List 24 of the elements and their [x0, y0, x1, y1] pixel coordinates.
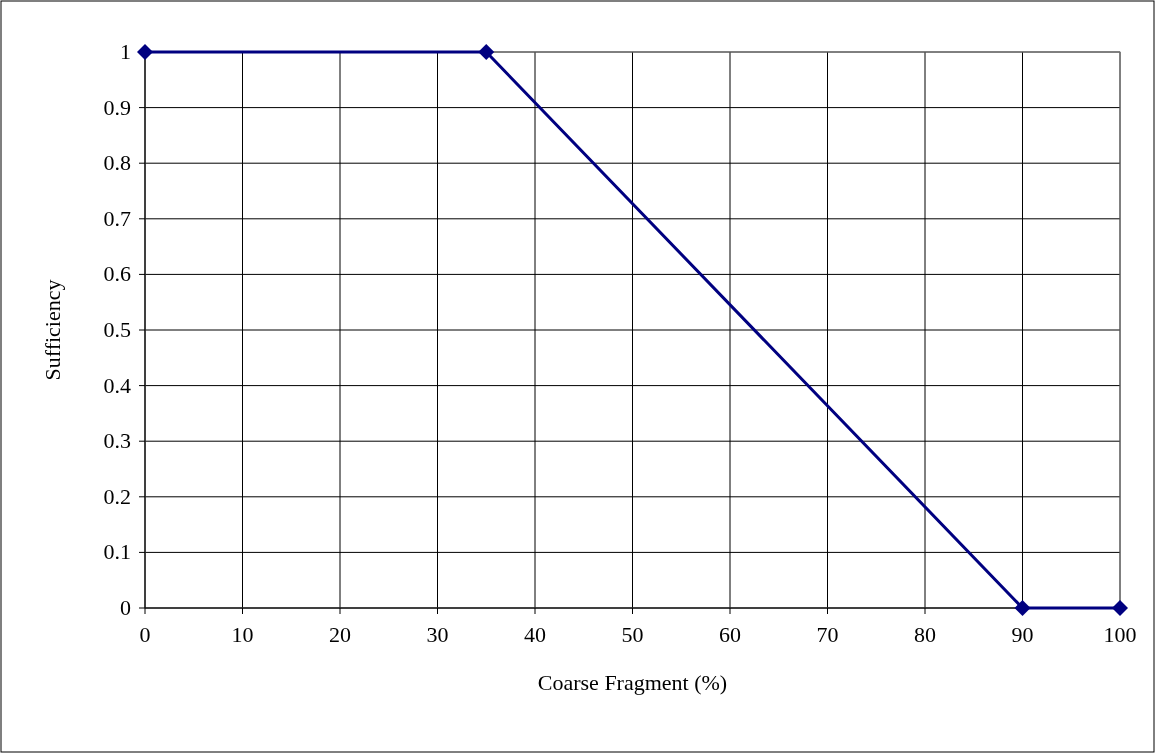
y-tick-label: 0.5	[103, 317, 131, 342]
x-tick-label: 80	[914, 622, 936, 647]
y-axis-title: Sufficiency	[40, 279, 65, 381]
y-tick-label: 0.3	[103, 428, 131, 454]
x-tick-label: 100	[1103, 622, 1137, 647]
y-tick-label: 0.4	[103, 372, 131, 398]
x-tick-label: 20	[329, 622, 351, 647]
x-tick-label: 30	[426, 622, 449, 647]
y-tick-label: 0.9	[103, 94, 131, 120]
x-tick-label: 0	[139, 622, 151, 647]
y-tick-label: 0.6	[103, 261, 131, 287]
x-tick-label: 40	[524, 622, 546, 647]
y-tick-label: 0.8	[103, 150, 131, 176]
x-axis-title: Coarse Fragment (%)	[537, 670, 728, 695]
x-tick-label: 10	[231, 622, 254, 647]
y-tick-label: 0.2	[103, 483, 131, 509]
x-tick-label: 60	[719, 622, 741, 647]
y-tick-label: 0	[120, 595, 131, 620]
y-tick-label: 0.7	[103, 205, 131, 231]
y-tick-label: 1	[120, 39, 131, 64]
x-tick-label: 90	[1011, 622, 1034, 647]
x-tick-label: 50	[621, 622, 644, 647]
x-tick-label: 70	[816, 622, 839, 647]
y-tick-label: 0.1	[103, 539, 131, 565]
